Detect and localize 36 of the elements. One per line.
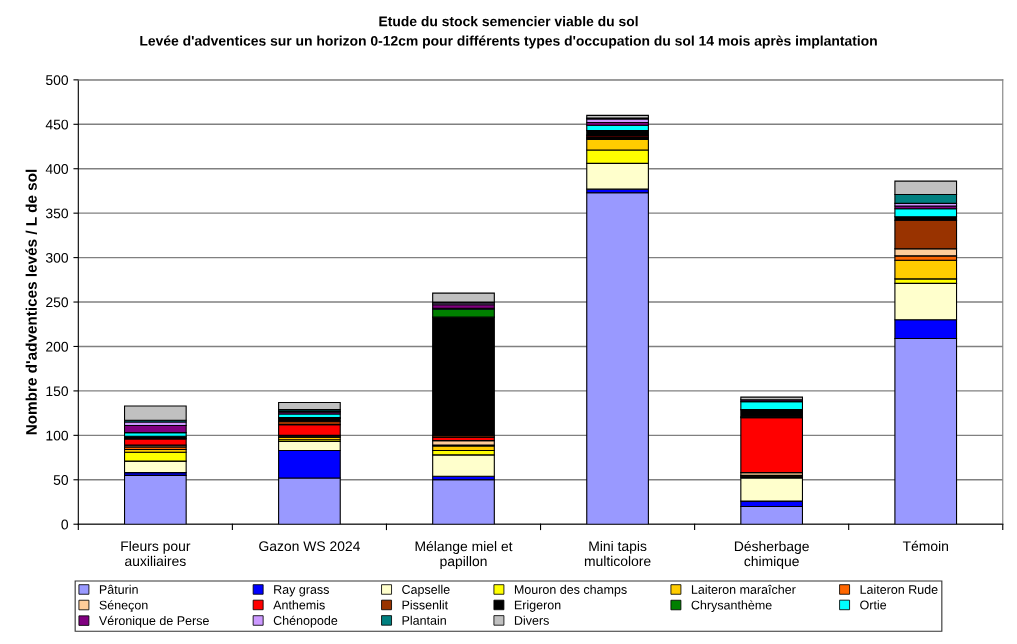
y-tick-label: 200 bbox=[46, 341, 69, 352]
y-tick-label: 350 bbox=[45, 208, 69, 219]
legend-label: Laiteron Rude bbox=[860, 584, 938, 594]
y-tick-label: 250 bbox=[46, 297, 69, 308]
y-tick-label: 300 bbox=[45, 252, 69, 263]
chart-subtitle: Levée d'adventices sur un horizon 0-12cm pour différents types d'occupation du sol 14 mois après implantation bbox=[140, 35, 877, 49]
chart-title: Etude du stock semencier viable du sol bbox=[379, 16, 638, 27]
x-tick-label: Gazon WS 2024 bbox=[259, 541, 360, 552]
legend-label: Mouron des champs bbox=[514, 584, 627, 597]
legend-label: Laiteron maraîcher bbox=[691, 584, 796, 594]
x-tick-label: Désherbage chimique bbox=[734, 540, 809, 569]
legend-label: Pissenlit bbox=[402, 600, 448, 610]
x-tick-label: Fleurs pour auxiliaires bbox=[121, 540, 191, 567]
legend-label: Séneçon bbox=[99, 600, 148, 613]
y-tick-label: 150 bbox=[46, 386, 69, 397]
legend-label: Chrysanthème bbox=[691, 600, 772, 612]
y-tick-label: 100 bbox=[46, 430, 69, 441]
legend-label: Véronique de Perse bbox=[98, 615, 209, 628]
y-tick-label: 450 bbox=[45, 119, 69, 130]
legend-label: Divers bbox=[514, 615, 549, 625]
legend-label: Plantain bbox=[402, 615, 446, 625]
y-tick-label: 0 bbox=[61, 519, 69, 530]
legend-label: Anthemis bbox=[273, 600, 325, 610]
legend-label: Ortie bbox=[860, 600, 887, 610]
x-tick-label: Témoin bbox=[902, 540, 948, 552]
legend-label: Chénopode bbox=[273, 615, 338, 628]
x-tick-label: Mini tapis multicolore bbox=[584, 540, 651, 567]
legend-label: Ray grass bbox=[274, 585, 329, 597]
legend-label: Pâturin bbox=[99, 584, 138, 594]
y-tick-label: 500 bbox=[45, 75, 69, 86]
legend-label: Capselle bbox=[402, 584, 450, 597]
x-tick-label: Mélange miel et papillon bbox=[415, 540, 513, 569]
y-axis-title: Nombre d'adventices levés / L de sol bbox=[25, 169, 37, 435]
legend-label: Erigeron bbox=[514, 600, 561, 612]
y-tick-label: 400 bbox=[45, 164, 69, 174]
y-tick-label: 50 bbox=[53, 475, 69, 485]
